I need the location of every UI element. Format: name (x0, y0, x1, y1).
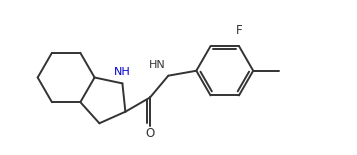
Text: HN: HN (149, 60, 165, 70)
Text: NH: NH (114, 67, 131, 77)
Text: F: F (236, 24, 242, 37)
Text: O: O (145, 127, 155, 140)
